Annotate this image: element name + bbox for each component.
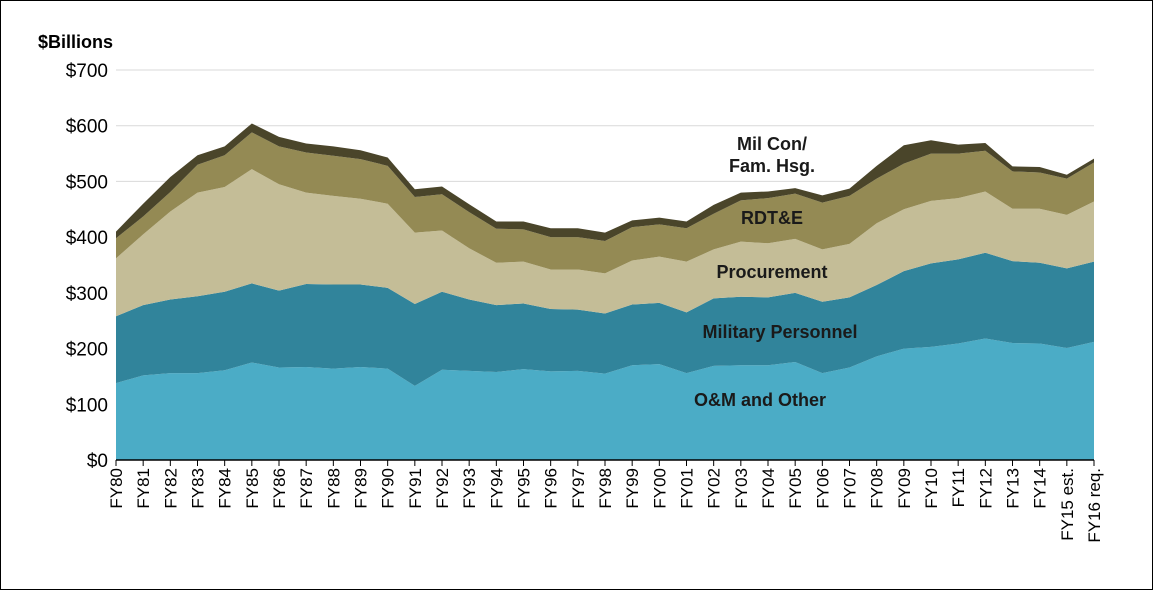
x-tick-label: FY01 [678, 468, 697, 509]
y-tick-label: $300 [66, 284, 108, 305]
x-tick-label: FY81 [134, 468, 153, 509]
x-tick-label: FY10 [922, 468, 941, 509]
x-tick-label: FY09 [895, 468, 914, 509]
x-tick-label: FY03 [732, 468, 751, 509]
x-tick-label: FY89 [352, 468, 371, 509]
area [116, 123, 1094, 242]
series-label: Military Personnel [702, 322, 858, 342]
x-tick-label: FY85 [243, 468, 262, 509]
x-tick-label: FY07 [841, 468, 860, 509]
area [116, 169, 1094, 317]
area [116, 252, 1094, 386]
y-tick-label: $100 [66, 395, 108, 416]
y-tick-label: $200 [66, 340, 108, 361]
x-tick-label: FY02 [705, 468, 724, 509]
y-tick-label: $0 [87, 451, 108, 472]
x-tick-label: FY97 [569, 468, 588, 509]
y-axis-title: $Billions [38, 32, 113, 52]
y-tick-label: $700 [66, 61, 108, 82]
x-tick-label: FY94 [487, 468, 506, 509]
area [116, 132, 1094, 274]
x-tick-label: FY06 [813, 468, 832, 509]
area [116, 338, 1094, 460]
series-label: RDT&E [741, 208, 803, 228]
x-tick-label: FY00 [650, 468, 669, 509]
x-tick-label: FY80 [107, 468, 126, 509]
x-tick-label: FY88 [324, 468, 343, 509]
y-tick-label: $500 [66, 172, 108, 193]
y-tick-label: $400 [66, 228, 108, 249]
x-tick-label: FY98 [596, 468, 615, 509]
series-label: Procurement [716, 262, 828, 282]
y-tick-label: $600 [66, 117, 108, 138]
x-tick-label: FY96 [542, 468, 561, 509]
x-tick-label: FY87 [297, 468, 316, 509]
x-tick-label: FY13 [1004, 468, 1023, 509]
x-tick-label: FY92 [433, 468, 452, 509]
x-tick-label: FY04 [759, 468, 778, 509]
x-tick-label: FY93 [460, 468, 479, 509]
x-tick-label: FY83 [189, 468, 208, 509]
x-tick-label: FY12 [976, 468, 995, 509]
x-tick-label: FY91 [406, 468, 425, 509]
series-label: O&M and Other [693, 390, 827, 410]
x-tick-label: FY90 [379, 468, 398, 509]
x-tick-label: FY84 [216, 468, 235, 509]
x-tick-label: FY16 req. [1085, 468, 1104, 543]
x-tick-label: FY11 [949, 468, 968, 507]
x-tick-label: FY82 [161, 468, 180, 509]
x-tick-label: FY08 [868, 468, 887, 509]
x-tick-label: FY05 [786, 468, 805, 509]
x-tick-label: FY15 est. [1058, 468, 1077, 541]
x-tick-label: FY99 [623, 468, 642, 509]
x-tick-label: FY14 [1031, 468, 1050, 509]
x-tick-label: FY95 [515, 468, 534, 509]
x-tick-label: FY86 [270, 468, 289, 509]
series-label: Mil Con/ Fam. Hsg. [728, 134, 816, 176]
